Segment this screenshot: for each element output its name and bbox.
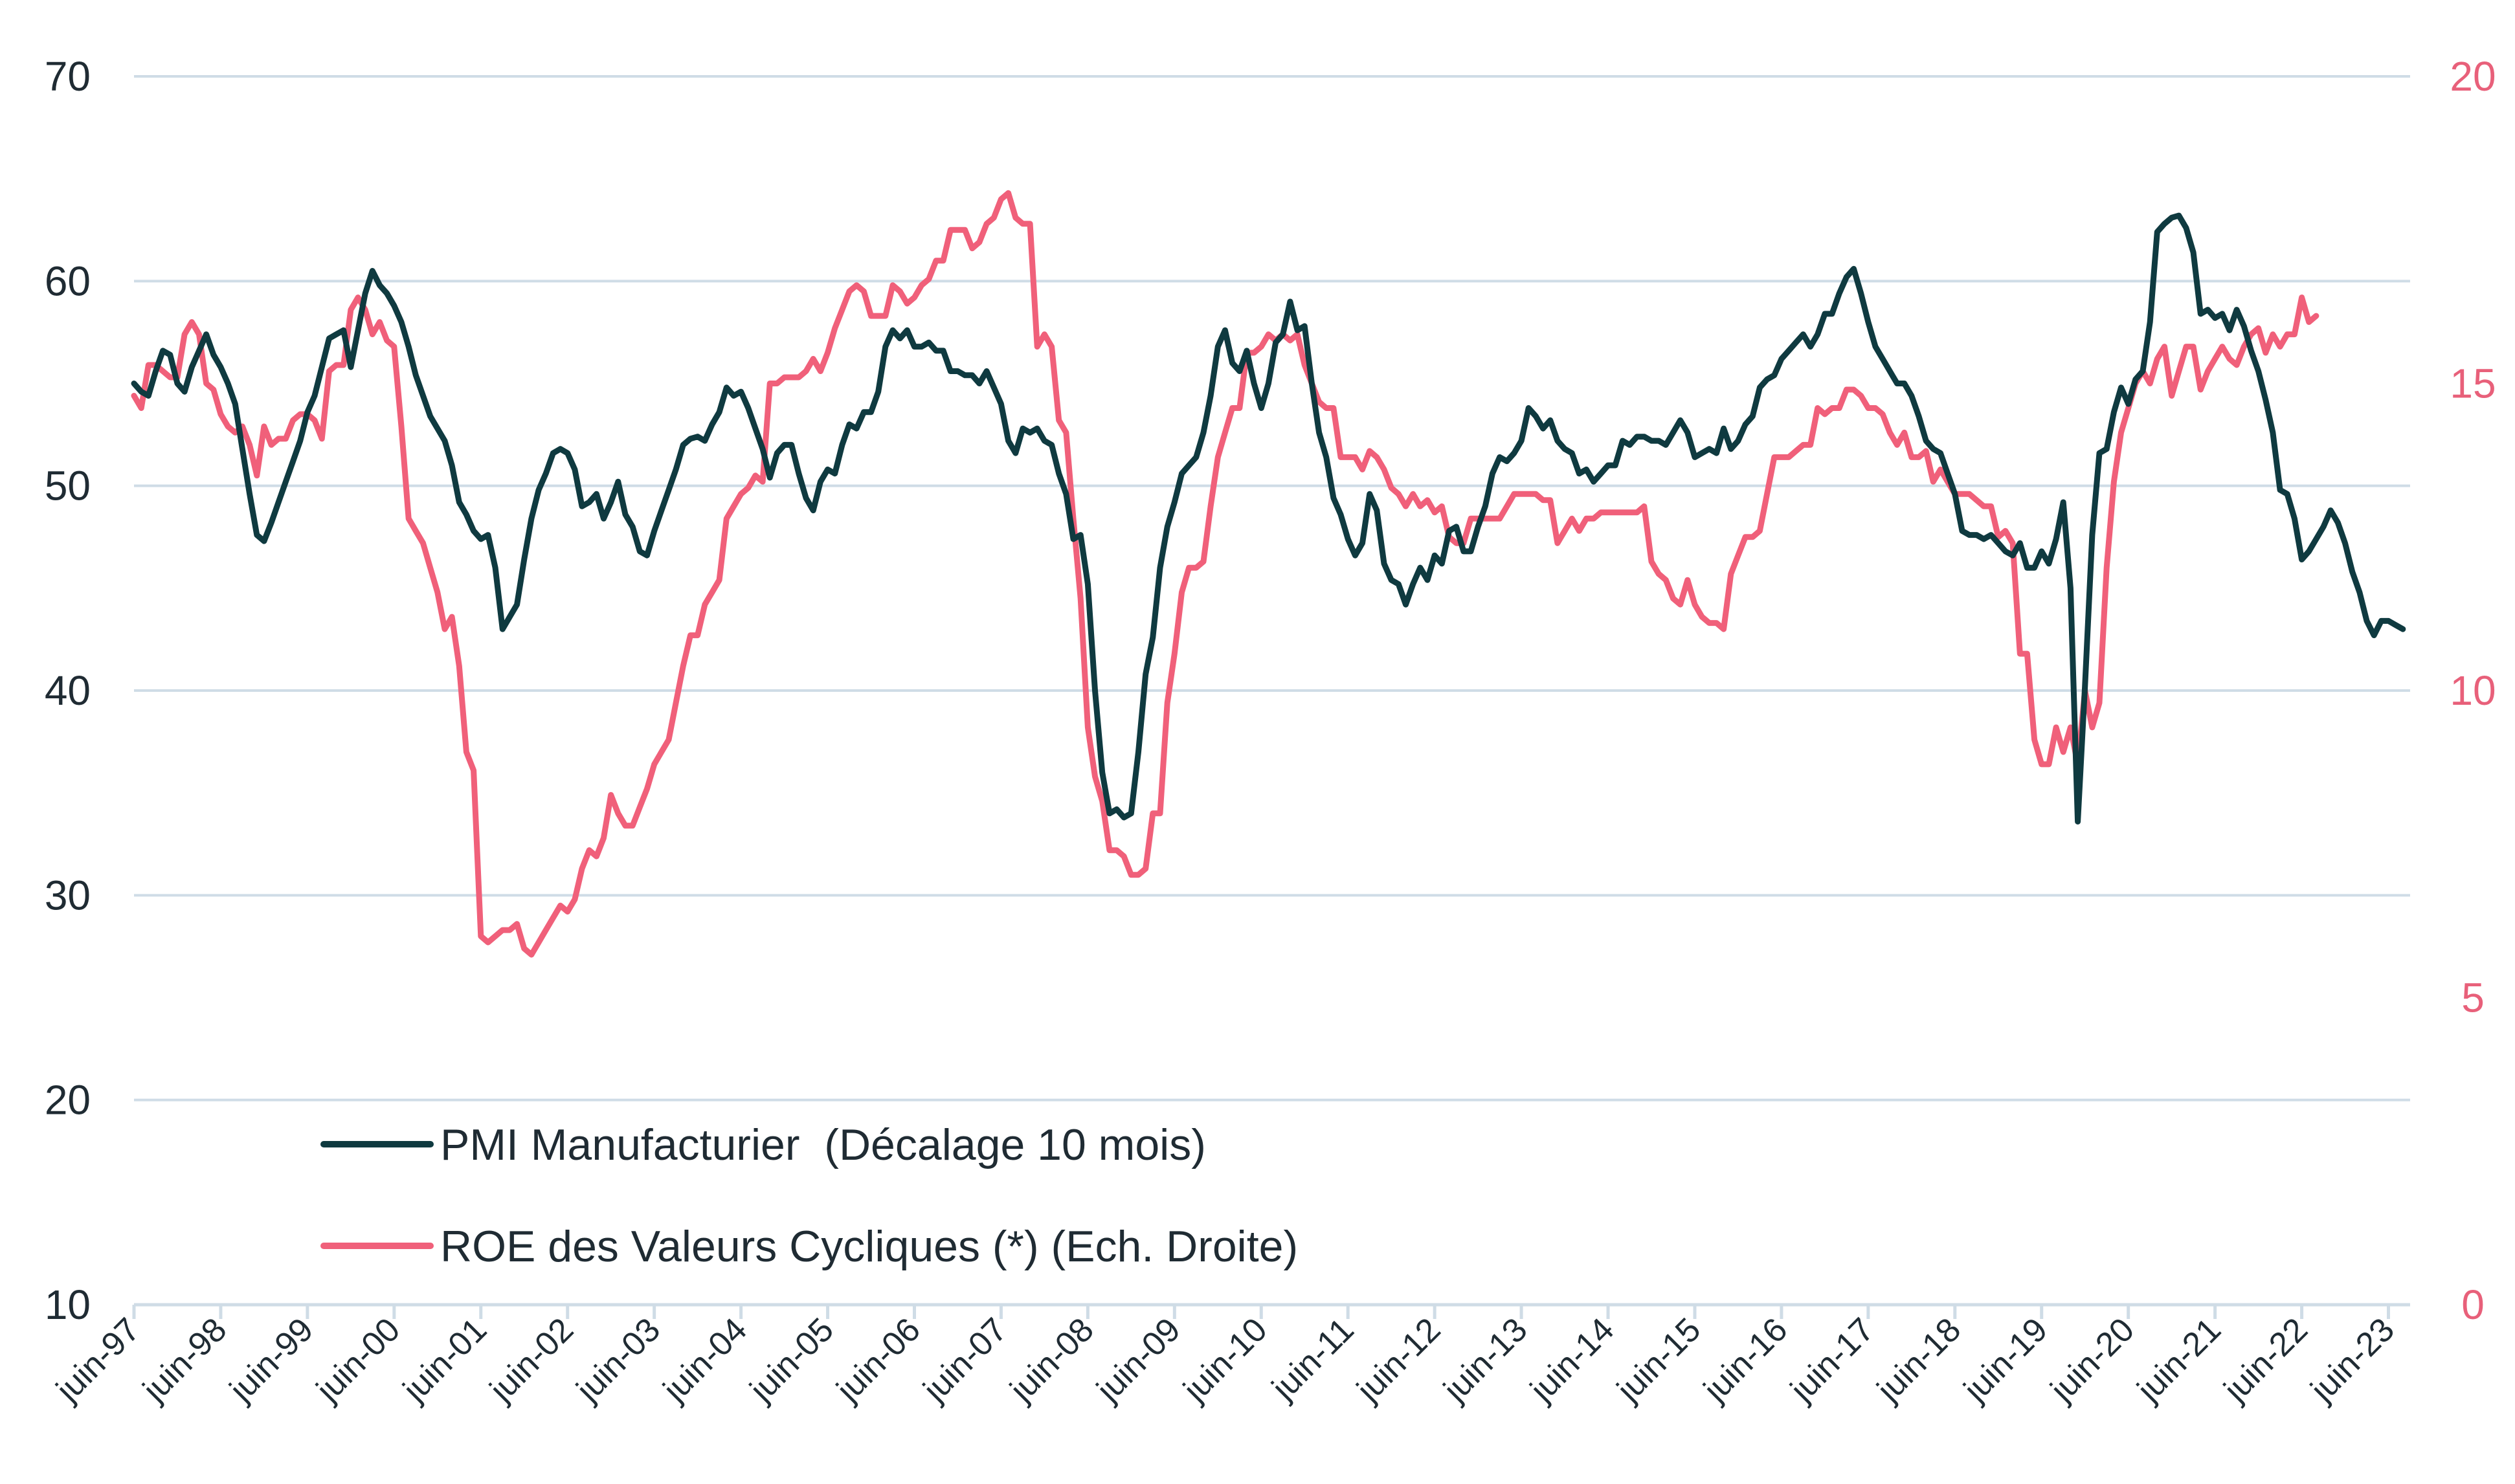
left-tick-label: 60 — [45, 258, 91, 304]
left-tick-label: 30 — [45, 872, 91, 918]
right-tick-label: 15 — [2450, 360, 2496, 407]
x-tick-label: juin-21 — [2129, 1311, 2228, 1410]
x-tick-label: juin-04 — [655, 1311, 754, 1410]
left-axis: 10 20 30 40 50 60 70 — [45, 53, 91, 1328]
x-tick-label: juin-99 — [222, 1311, 321, 1410]
right-tick-label: 20 — [2450, 53, 2496, 100]
gridlines — [134, 75, 2410, 1102]
x-tick-label: juin-11 — [1264, 1311, 1361, 1408]
x-tick-label: juin-10 — [1176, 1311, 1275, 1410]
right-tick-label: 10 — [2450, 667, 2496, 714]
x-tick-label: juin-02 — [482, 1311, 581, 1410]
x-tick-label: juin-01 — [395, 1311, 494, 1410]
left-tick-label: 70 — [45, 53, 91, 100]
legend: PMI Manufacturier (Décalage 10 mois) ROE… — [320, 1120, 1298, 1271]
left-tick-label: 50 — [45, 463, 91, 509]
x-tick-label: juin-13 — [1436, 1311, 1535, 1410]
left-tick-label: 10 — [45, 1281, 91, 1328]
x-tick-label: juin-17 — [1783, 1311, 1882, 1410]
x-tick-label: juin-16 — [1696, 1311, 1795, 1410]
x-tick-label: juin-23 — [2303, 1311, 2402, 1410]
right-axis: 0 5 10 15 20 — [2450, 53, 2496, 1328]
x-axis: juin-97juin-98juin-99juin-00juin-01juin-… — [49, 1305, 2402, 1410]
x-tick-label: juin-20 — [2042, 1311, 2141, 1410]
x-tick-label: juin-18 — [1869, 1311, 1968, 1410]
x-tick-label: juin-07 — [915, 1311, 1014, 1410]
x-tick-label: juin-09 — [1089, 1311, 1188, 1410]
x-tick-label: juin-08 — [1002, 1311, 1101, 1410]
x-tick-label: juin-03 — [568, 1311, 667, 1410]
legend-label-roe: ROE des Valeurs Cycliques (*) (Ech. Droi… — [440, 1222, 1298, 1271]
x-tick-label: juin-19 — [1956, 1311, 2055, 1410]
x-tick-label: juin-22 — [2216, 1311, 2315, 1410]
right-tick-label: 5 — [2461, 975, 2485, 1021]
x-tick-label: juin-12 — [1349, 1311, 1448, 1410]
left-tick-label: 20 — [45, 1077, 91, 1124]
left-tick-label: 40 — [45, 667, 91, 714]
x-tick-label: juin-98 — [135, 1311, 234, 1410]
series-line-pmi — [131, 212, 2406, 825]
x-tick-label: juin-06 — [829, 1311, 928, 1410]
legend-label-pmi: PMI Manufacturier (Décalage 10 mois) — [440, 1120, 1206, 1169]
x-tick-label: juin-14 — [1523, 1311, 1622, 1410]
x-tick-label: juin-05 — [742, 1311, 841, 1410]
x-tick-label: juin-15 — [1609, 1311, 1708, 1410]
series-line-roe — [131, 190, 2319, 958]
x-tick-label: juin-00 — [309, 1311, 408, 1410]
series-layer — [131, 190, 2406, 958]
right-tick-label: 0 — [2461, 1281, 2485, 1328]
